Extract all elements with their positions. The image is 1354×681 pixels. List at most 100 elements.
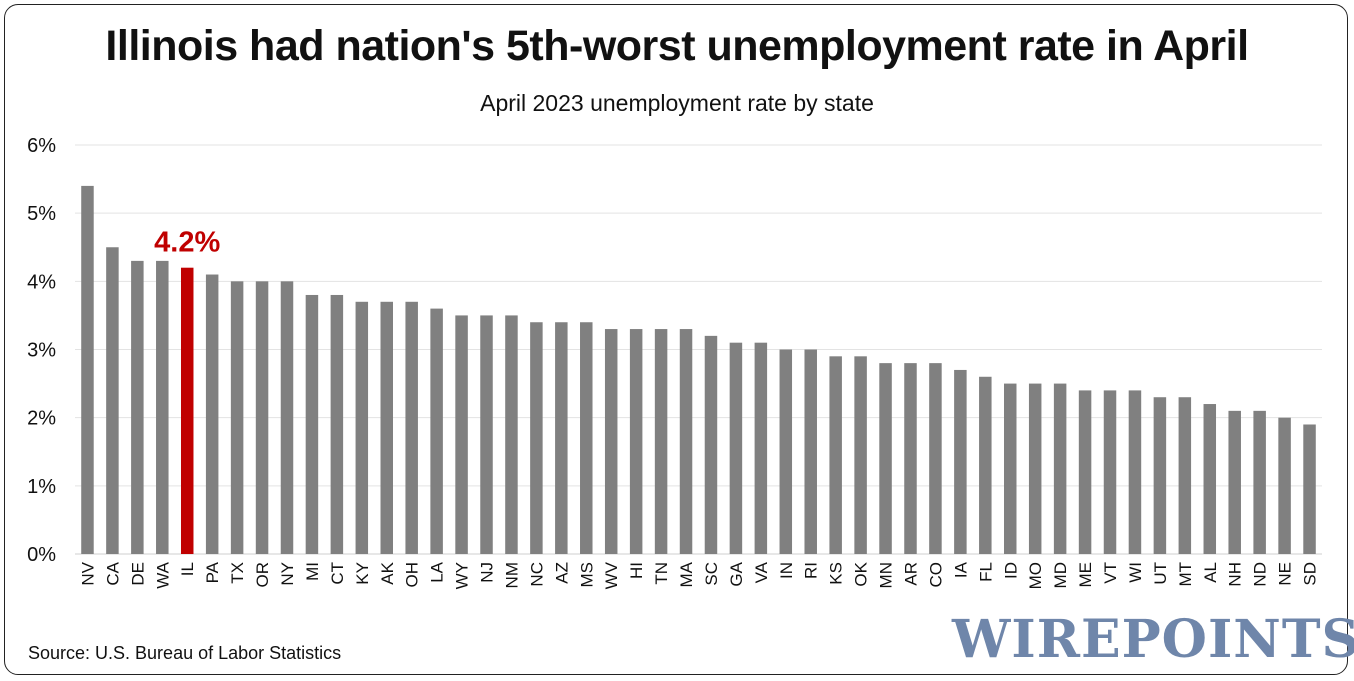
bar-va bbox=[754, 342, 768, 554]
y-tick-label: 3% bbox=[27, 340, 56, 362]
bar-az bbox=[555, 322, 568, 554]
bar-me bbox=[1078, 390, 1092, 554]
x-tick-label-ne: NE bbox=[1276, 562, 1295, 586]
bar-mi bbox=[305, 294, 319, 554]
bar-ok bbox=[854, 356, 867, 554]
x-tick-label-nv: NV bbox=[78, 561, 97, 585]
x-tick-label-pa: PA bbox=[203, 561, 222, 583]
bar-tn bbox=[654, 329, 668, 554]
bar-tx bbox=[230, 281, 244, 554]
chart-title: Illinois had nation's 5th-worst unemploy… bbox=[105, 22, 1249, 70]
x-tick-label-ma: MA bbox=[677, 561, 696, 587]
bar-sc bbox=[704, 335, 718, 554]
bar-ky bbox=[355, 301, 369, 554]
x-tick-label-ky: KY bbox=[353, 562, 372, 585]
bar-nj bbox=[480, 315, 493, 554]
bar-ct bbox=[330, 294, 344, 554]
x-tick-label-mo: MO bbox=[1026, 562, 1045, 589]
x-tick-label-ri: RI bbox=[802, 562, 821, 579]
x-tick-label-ok: OK bbox=[852, 561, 871, 586]
x-tick-label-ut: UT bbox=[1151, 562, 1170, 585]
x-tick-label-tn: TN bbox=[652, 562, 671, 585]
x-tick-label-oh: OH bbox=[403, 562, 422, 588]
y-tick-label: 5% bbox=[27, 203, 56, 225]
x-tick-label-vt: VT bbox=[1101, 562, 1120, 584]
x-tick-label-hi: HI bbox=[627, 562, 646, 579]
x-tick-label-ia: IA bbox=[951, 561, 970, 578]
bar-ms bbox=[580, 322, 593, 554]
bar-ne bbox=[1278, 417, 1291, 554]
bar-ak bbox=[380, 301, 393, 554]
bar-or bbox=[255, 281, 269, 554]
x-tick-label-ms: MS bbox=[577, 562, 596, 588]
bar-mn bbox=[879, 363, 892, 554]
bar-nm bbox=[505, 315, 518, 554]
x-tick-label-wv: WV bbox=[602, 561, 621, 589]
annotations: 4.2% bbox=[154, 227, 220, 259]
bar-wa bbox=[156, 260, 169, 554]
x-tick-label-nc: NC bbox=[527, 562, 546, 587]
bar-hi bbox=[629, 329, 643, 554]
y-tick-label: 0% bbox=[27, 544, 56, 566]
bar-co bbox=[929, 363, 942, 554]
bar-vt bbox=[1103, 390, 1117, 554]
x-tick-label-mt: MT bbox=[1176, 562, 1195, 587]
source-note: Source: U.S. Bureau of Labor Statistics bbox=[28, 643, 342, 663]
y-tick-label: 1% bbox=[27, 476, 56, 498]
chart-frame bbox=[4, 4, 1348, 675]
bar-ks bbox=[829, 356, 842, 554]
bar-wi bbox=[1128, 390, 1142, 554]
x-tick-label-de: DE bbox=[128, 562, 147, 586]
x-tick-label-ct: CT bbox=[328, 562, 347, 585]
x-tick-label-nj: NJ bbox=[478, 562, 497, 583]
bar-id bbox=[1004, 383, 1017, 554]
x-tick-label-ak: AK bbox=[378, 561, 397, 584]
bar-nc bbox=[530, 322, 543, 554]
x-tick-label-mn: MN bbox=[877, 562, 896, 588]
wirepoints-logo: WIREPOINTS bbox=[952, 609, 1354, 670]
x-tick-label-wa: WA bbox=[153, 561, 172, 588]
bar-fl bbox=[979, 376, 992, 554]
x-tick-label-id: ID bbox=[1001, 562, 1020, 579]
bar-ga bbox=[729, 342, 743, 554]
bar-al bbox=[1203, 404, 1217, 554]
x-tick-label-az: AZ bbox=[552, 562, 571, 584]
bar-de bbox=[131, 260, 144, 554]
x-tick-label-nh: NH bbox=[1226, 562, 1245, 587]
bars bbox=[81, 185, 1316, 554]
x-tick-label-co: CO bbox=[926, 562, 945, 588]
bar-pa bbox=[205, 274, 219, 554]
x-tick-label-fl: FL bbox=[976, 562, 995, 582]
x-tick-label-me: ME bbox=[1076, 562, 1095, 588]
x-tick-label-nm: NM bbox=[502, 562, 521, 588]
x-tick-label-mi: MI bbox=[303, 562, 322, 581]
x-tick-label-al: AL bbox=[1201, 562, 1220, 583]
bar-ar bbox=[904, 363, 917, 554]
bar-nh bbox=[1228, 410, 1241, 554]
x-tick-label-il: IL bbox=[178, 562, 197, 576]
x-tick-label-ks: KS bbox=[827, 562, 846, 585]
y-tick-label: 4% bbox=[27, 271, 56, 293]
bar-nd bbox=[1253, 410, 1266, 554]
bar-ut bbox=[1153, 397, 1167, 554]
bar-mt bbox=[1178, 397, 1192, 554]
x-tick-label-or: OR bbox=[253, 562, 272, 588]
x-tick-label-la: LA bbox=[428, 561, 447, 582]
x-axis-ticks: NV CA DE WA IL PA TX OR NY MI CT KY AK OH LA WY NJ NM NC AZ… bbox=[78, 561, 1319, 589]
x-tick-label-sd: SD bbox=[1301, 562, 1320, 586]
bar-in bbox=[779, 349, 793, 554]
x-tick-label-ar: AR bbox=[901, 562, 920, 586]
bar-md bbox=[1053, 383, 1067, 554]
x-tick-label-sc: SC bbox=[702, 562, 721, 586]
bar-ca bbox=[106, 247, 119, 554]
bar-la bbox=[430, 308, 443, 554]
bar-nv bbox=[81, 185, 94, 554]
bar-sd bbox=[1303, 424, 1316, 554]
bar-ma bbox=[679, 329, 693, 554]
bar-mo bbox=[1028, 383, 1042, 554]
bar-wv bbox=[604, 329, 618, 554]
x-tick-label-nd: ND bbox=[1251, 562, 1270, 587]
x-tick-label-ca: CA bbox=[103, 561, 122, 585]
bar-il bbox=[180, 267, 194, 554]
